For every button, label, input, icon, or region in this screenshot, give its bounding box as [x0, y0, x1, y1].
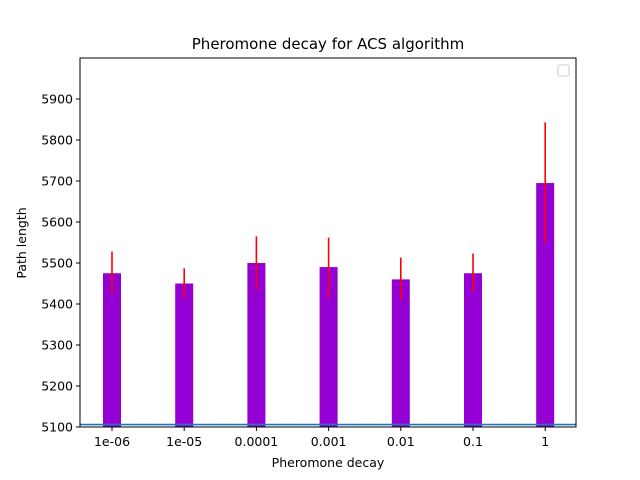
x-tick-label: 0.001	[311, 434, 347, 449]
bar	[464, 273, 482, 427]
y-tick-label: 5800	[41, 133, 73, 148]
x-tick-label: 0.0001	[235, 434, 279, 449]
y-tick-label: 5500	[41, 256, 73, 271]
bar	[103, 273, 121, 427]
y-tick-label: 5900	[41, 92, 73, 107]
y-axis-label: Path length	[14, 207, 29, 278]
bar	[536, 183, 555, 427]
bar	[247, 263, 266, 427]
axes-frame	[79, 57, 577, 428]
y-tick-label: 5300	[41, 338, 73, 353]
x-tick-label: 0.1	[463, 434, 483, 449]
x-tick-label: 1	[541, 434, 549, 449]
x-tick-label: 1e-05	[166, 434, 202, 449]
legend-box	[557, 64, 570, 77]
y-tick-label: 5600	[41, 215, 73, 230]
x-tick-label: 1e-06	[94, 434, 130, 449]
bar	[319, 267, 338, 427]
bar	[175, 283, 194, 427]
x-axis-label: Pheromone decay	[272, 455, 385, 470]
plot-area: 5100 5200 5300 5400 5500 5600 5700 5800 5900 1e-0…	[41, 57, 577, 449]
y-tick-label: 5100	[41, 420, 73, 435]
chart-title: Pheromone decay for ACS algorithm	[192, 35, 464, 53]
y-tick-label: 5400	[41, 297, 73, 312]
y-tick-label: 5700	[41, 174, 73, 189]
y-tick-label: 5200	[41, 379, 73, 394]
bar	[391, 279, 410, 427]
x-tick-label: 0.01	[387, 434, 415, 449]
